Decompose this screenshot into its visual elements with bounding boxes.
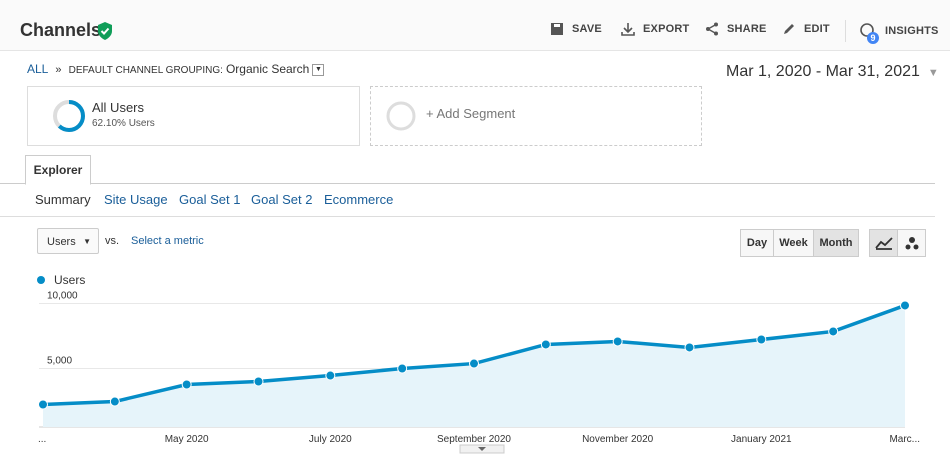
metric-select[interactable]: Users ▼ [37, 228, 99, 254]
granularity-button[interactable]: Week [773, 229, 814, 257]
subtab[interactable]: Goal Set 2 [251, 192, 313, 207]
label: SAVE [572, 22, 602, 35]
point [181, 379, 192, 390]
date-text: Mar 1, 2020 - Mar 31, 2021 [726, 63, 920, 80]
point [900, 300, 910, 311]
point [756, 334, 767, 345]
point [828, 326, 839, 337]
x-tick-label: November 2020 [582, 434, 654, 445]
point [397, 363, 408, 374]
select-metric[interactable]: Select a metric [131, 235, 204, 247]
segment-card[interactable]: All Users 62.10% Users [27, 86, 360, 146]
divider [845, 20, 846, 42]
x-tick-label: Marc... [889, 434, 920, 445]
handle-arrow [478, 447, 486, 451]
verified-icon [98, 22, 112, 40]
date-range[interactable]: Mar 1, 2020 - Mar 31, 2021 ▼ [726, 63, 939, 81]
point [109, 396, 120, 407]
granularity-button[interactable]: Month [813, 229, 859, 257]
label: EXPORT [643, 22, 690, 35]
subtab[interactable]: Summary [35, 192, 91, 207]
chart: Users 5,000 10,000... May 2020 July 2020 Sept… [37, 273, 920, 454]
point [684, 342, 695, 353]
placeholder-ring [386, 101, 416, 131]
x-tick-label: September 2020 [437, 434, 511, 445]
save-button[interactable]: SAVE [550, 22, 602, 36]
breadcrumb-value: Organic Search [225, 62, 310, 76]
tab-explorer[interactable]: Explorer [25, 155, 91, 185]
line-view[interactable] [869, 229, 898, 257]
y-tick-label: 5,000 [47, 356, 72, 367]
motion-view[interactable] [897, 229, 926, 257]
vs: vs. [105, 235, 120, 247]
segment-detail: 62.10% Users [92, 118, 155, 129]
segment-ring [53, 100, 85, 132]
segment-name: All Users [92, 100, 145, 115]
share-button[interactable]: SHARE [705, 22, 767, 36]
x-tick-label: January 2021 [731, 434, 792, 445]
label: SHARE [727, 22, 767, 35]
tab-line [0, 183, 935, 184]
label: EDIT [804, 22, 830, 35]
point [540, 339, 551, 350]
breadcrumb: ALL » DEFAULT CHANNEL GROUPING: Organic … [27, 62, 325, 77]
point [612, 336, 623, 347]
caret: ▼ [927, 67, 939, 79]
point [469, 358, 479, 369]
subtab[interactable]: Goal Set 1 [179, 192, 241, 207]
x-tick-label: July 2020 [309, 434, 352, 445]
insights-badge: 9 [867, 32, 879, 44]
breadcrumb-root[interactable]: ALL [27, 62, 49, 76]
export-button[interactable]: EXPORT [621, 22, 689, 36]
add-segment[interactable]: + Add Segment [370, 86, 702, 146]
separator: » [55, 64, 62, 76]
x-tick-label: May 2020 [165, 434, 209, 445]
breadcrumb-path: DEFAULT CHANNEL GROUPING: [68, 65, 223, 76]
granularity-button[interactable]: Day [740, 229, 774, 257]
caret: ▼ [83, 237, 91, 246]
point [253, 376, 264, 387]
metric: Users [47, 236, 76, 248]
legend-marker [37, 276, 45, 284]
dropdown[interactable]: ▼ [312, 64, 325, 77]
subtab[interactable]: Ecommerce [324, 192, 394, 207]
add-segment-label: + Add Segment [426, 106, 516, 121]
subtab-line [0, 216, 935, 217]
point [325, 370, 336, 381]
subtab[interactable]: Site Usage [104, 192, 168, 207]
label: INSIGHTS [885, 24, 939, 37]
edit-button[interactable]: EDIT [782, 22, 830, 36]
x-tick-label: ... [38, 434, 46, 445]
top-bar: Channels SAVE EXPORT SHARE EDIT INSIGHTS… [0, 0, 950, 51]
legend-label: Users [54, 273, 85, 287]
point [38, 399, 48, 410]
y-tick-label: 10,000 [47, 291, 78, 302]
title: Channels [20, 20, 102, 40]
